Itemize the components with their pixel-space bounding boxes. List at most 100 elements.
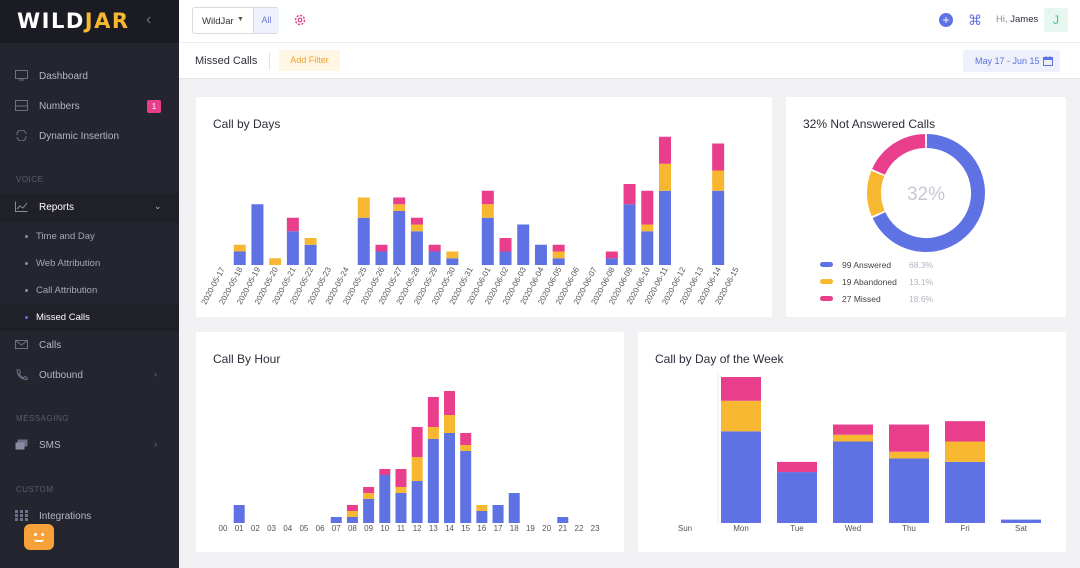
- sidebar-item-label: Calls: [39, 340, 62, 351]
- bar-answered-16: [476, 511, 488, 523]
- bar-missed-13: [427, 397, 439, 427]
- donut-slice-answered: [872, 134, 985, 252]
- bar-missed-11: [395, 469, 407, 487]
- bar-abandoned-14: [444, 415, 456, 433]
- chart-title: Call By Hour: [213, 352, 281, 366]
- sidebar-subitem-missed-calls[interactable]: Missed Calls: [0, 304, 179, 331]
- date-range-label: May 17 - Jun 15: [975, 56, 1040, 66]
- bar-answered-2020-06-01: [481, 217, 494, 265]
- wildjar-logo[interactable]: WILDJAR: [17, 9, 130, 33]
- card-call-by-days: Call by Days 2020-05-17 2020-05-18 2020-05…: [196, 97, 772, 317]
- x-tick-label: 07: [332, 524, 341, 533]
- bar-abandoned-09: [363, 493, 375, 499]
- bar-missed-2020-06-11: [659, 136, 671, 164]
- sidebar-item-calls[interactable]: Calls: [0, 331, 179, 361]
- sidebar-subitem-web-attribution[interactable]: Web Attribution: [0, 250, 179, 277]
- bar-missed-Thu: [889, 424, 929, 452]
- avatar[interactable]: J: [1044, 8, 1068, 32]
- collapse-sidebar-icon[interactable]: ‹: [146, 11, 152, 28]
- bar-answered-15: [460, 451, 472, 523]
- x-tick-label: 12: [413, 524, 422, 533]
- sidebar-subitem-time-and-day[interactable]: Time and Day: [0, 223, 179, 250]
- bar-abandoned-2020-05-27: [393, 204, 406, 211]
- bar-answered-Fri: [945, 461, 985, 523]
- bar-answered-18: [508, 493, 520, 523]
- date-range-picker[interactable]: May 17 - Jun 15: [963, 50, 1060, 72]
- bar-answered-2020-05-25: [357, 217, 370, 265]
- call-by-days-chart: 2020-05-172020-05-182020-05-192020-05-20…: [200, 136, 741, 306]
- bar-answered-2020-05-19: [251, 204, 264, 265]
- bar-abandoned-2020-05-25: [357, 197, 370, 218]
- bar-answered-08: [346, 517, 358, 523]
- user-name: James: [1010, 14, 1039, 25]
- bar-missed-Mon: [721, 377, 761, 401]
- bar-abandoned-2020-05-22: [304, 238, 317, 245]
- bar-missed-2020-06-01: [481, 190, 494, 205]
- bar-answered-2020-05-29: [428, 251, 441, 265]
- command-icon[interactable]: ⌘: [968, 12, 982, 28]
- sidebar-subitem-label: Web Attribution: [36, 258, 101, 269]
- phone-icon: [16, 369, 28, 380]
- section-custom: CUSTOM: [16, 485, 54, 494]
- donut-slice-missed: [872, 134, 926, 176]
- donut-title: 32% Not Answered Calls: [803, 117, 936, 131]
- x-tick-label: 14: [445, 524, 454, 533]
- add-icon[interactable]: +: [939, 13, 953, 27]
- chat-widget-icon[interactable]: [24, 524, 54, 550]
- add-filter-button[interactable]: Add Filter: [279, 50, 340, 71]
- legend-percent-missed: 18.6%: [909, 294, 934, 304]
- x-tick-label: Sun: [678, 524, 692, 533]
- chevron-down-icon: ⌄: [154, 201, 162, 211]
- sidebar-item-sms[interactable]: SMS ›: [0, 431, 179, 461]
- x-tick-label: 21: [558, 524, 567, 533]
- x-tick-label: 03: [267, 524, 276, 533]
- sidebar: WILDJAR ‹ Dashboard Numbers 1 Dynamic In…: [0, 0, 179, 568]
- bar-abandoned-Fri: [945, 441, 985, 462]
- bar-abandoned-2020-05-30: [446, 251, 459, 259]
- user-greeting[interactable]: Hi, James: [996, 14, 1038, 25]
- bar-abandoned-2020-06-10: [641, 224, 654, 232]
- header-divider: [269, 52, 270, 70]
- mail-icon: [15, 340, 28, 349]
- sidebar-item-dynamic-insertion[interactable]: Dynamic Insertion: [0, 122, 179, 152]
- x-tick-label: 08: [348, 524, 357, 533]
- card-call-by-hour: Call By Hour 00 01 02 03 04 05 06 07 08 09 10 11 12 1…: [196, 332, 624, 552]
- x-tick-label: Fri: [960, 524, 970, 533]
- sidebar-subitem-call-attribution[interactable]: Call Attribution: [0, 277, 179, 304]
- gear-icon[interactable]: [293, 13, 307, 27]
- sidebar-item-label: Outbound: [39, 370, 83, 381]
- bar-abandoned-15: [460, 445, 472, 451]
- bar-answered-2020-06-10: [641, 231, 654, 265]
- card-not-answered: 32% Not Answered Calls 32% 99 Answered 68.…: [786, 97, 1066, 317]
- bar-answered-17: [492, 505, 504, 523]
- x-tick-label: Wed: [845, 524, 861, 533]
- bar-missed-2020-05-27: [393, 197, 406, 205]
- card-call-by-weekday: Call by Day of the Week Sun Mon Tue Wed Thu F…: [638, 332, 1066, 552]
- sidebar-item-label: Integrations: [39, 511, 92, 522]
- bar-abandoned-2020-05-28: [410, 224, 423, 232]
- bar-answered-09: [363, 499, 375, 523]
- bar-answered-14: [444, 433, 456, 523]
- grid-icon: [15, 510, 28, 521]
- bar-answered-01: [233, 505, 245, 523]
- x-tick-label: 15: [461, 524, 470, 533]
- bar-answered-2020-05-28: [410, 231, 423, 265]
- bar-abandoned-11: [395, 487, 407, 493]
- bar-abandoned-2020-06-05: [552, 251, 565, 259]
- sidebar-item-numbers[interactable]: Numbers 1: [0, 92, 179, 122]
- bar-answered-Wed: [833, 441, 873, 523]
- account-scope-all[interactable]: All: [253, 8, 279, 33]
- donut-slice-abandoned: [867, 170, 885, 217]
- section-voice: VOICE: [16, 175, 44, 184]
- x-tick-label: 00: [219, 524, 228, 533]
- sidebar-item-outbound[interactable]: Outbound ›: [0, 361, 179, 391]
- x-tick-label: 05: [299, 524, 308, 533]
- sidebar-item-integrations[interactable]: Integrations: [0, 502, 179, 532]
- sidebar-item-reports[interactable]: Reports ⌄: [0, 193, 179, 223]
- bar-abandoned-13: [427, 427, 439, 439]
- sidebar-subitem-label: Call Attribution: [36, 285, 98, 296]
- sidebar-item-dashboard[interactable]: Dashboard: [0, 62, 179, 92]
- call-by-hour-chart: 00 01 02 03 04 05 06 07 08 09 10 11 12 13 14 15 16 17 18 19…: [219, 391, 600, 533]
- account-selector[interactable]: WildJar ▼ All: [192, 7, 279, 34]
- monitor-icon: [15, 70, 28, 81]
